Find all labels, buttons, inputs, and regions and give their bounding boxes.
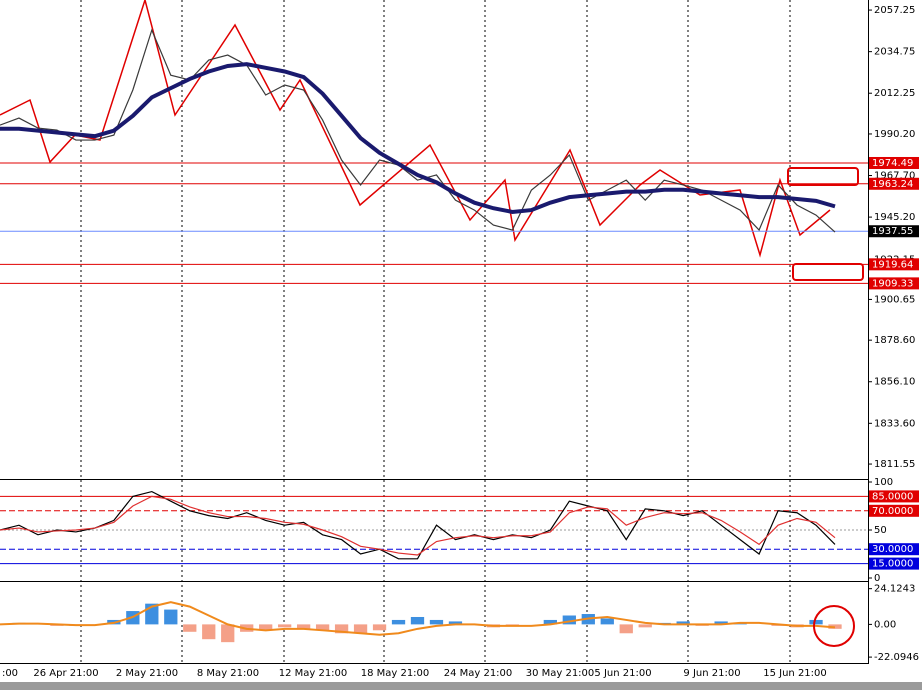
time-label: 18 May 21:00 — [361, 668, 430, 679]
histogram-bar — [619, 624, 633, 634]
time-grid — [80, 0, 791, 663]
histogram-bar — [429, 619, 444, 625]
y-tick-label: 0 — [874, 573, 880, 584]
histogram-bar — [183, 624, 197, 632]
y-tick-label: 2034.75 — [874, 47, 915, 58]
y-tick-label: 1990.20 — [874, 129, 915, 140]
y-tick-label: 24.1243 — [874, 584, 915, 595]
y-tick-label: 1878.60 — [874, 335, 915, 346]
time-label: 15 Jun 21:00 — [763, 668, 827, 679]
histogram-bar — [410, 616, 425, 625]
y-tick-label: 1856.10 — [874, 377, 915, 388]
level-label: 70.0000 — [872, 506, 913, 517]
highlight-circle — [813, 605, 855, 647]
histogram-bar — [638, 624, 652, 628]
histogram-bar — [315, 624, 330, 631]
histogram-bar — [353, 624, 368, 634]
histogram-bar — [334, 624, 349, 634]
status-strip — [0, 682, 922, 690]
histogram-bar — [259, 624, 273, 631]
series-line — [0, 495, 836, 556]
level-label: 1919.64 — [872, 259, 913, 270]
histogram-bar — [714, 621, 728, 625]
histogram-bar — [164, 609, 178, 625]
level-label: 15.0000 — [872, 559, 913, 570]
series-line — [0, 490, 836, 560]
level-label: 1909.33 — [872, 278, 913, 289]
signal-line — [0, 601, 836, 636]
highlight-box — [792, 263, 864, 281]
y-tick-label: 1900.65 — [874, 294, 915, 305]
time-label: 24 May 21:00 — [444, 668, 513, 679]
histogram-bar — [543, 619, 557, 625]
time-label: :00 — [2, 668, 18, 679]
histogram-bar — [809, 619, 823, 625]
histogram-bar — [391, 619, 406, 625]
time-label: 26 Apr 21:00 — [33, 668, 98, 679]
highlight-box — [787, 167, 859, 186]
series-line — [0, 28, 836, 233]
level-label-bg — [869, 277, 919, 290]
level-label-bg — [869, 543, 919, 556]
y-tick-label: 2012.25 — [874, 88, 915, 99]
time-axis: :00 26 Apr 21:00 2 May 21:00 8 May 21:00 12 … — [2, 668, 827, 679]
y-tick-label: 2057.25 — [874, 5, 915, 16]
histogram-bar — [448, 621, 463, 625]
price-panel: 2057.25 2034.75 2012.25 1990.20 1967.70 1945.… — [0, 5, 919, 470]
macd-panel: 24.1243 0.00 -22.0946 — [0, 584, 919, 663]
histogram-bar — [372, 624, 387, 631]
level-label: 85.0000 — [872, 491, 913, 502]
y-tick-label: 1945.20 — [874, 212, 915, 223]
level-label-bg — [869, 156, 919, 169]
y-tick-label: -22.0946 — [874, 652, 919, 663]
y-tick-label: 0.00 — [874, 619, 896, 630]
histogram-bar — [202, 624, 216, 640]
histogram-bar — [278, 624, 292, 628]
y-tick-label: 1811.55 — [874, 459, 915, 470]
time-label: 8 May 21:00 — [197, 668, 259, 679]
level-label: 1937.55 — [872, 226, 913, 237]
level-label-bg — [869, 504, 919, 517]
time-label: 12 May 21:00 — [279, 668, 348, 679]
level-label-bg — [869, 557, 919, 570]
y-tick-label: 1833.60 — [874, 418, 915, 429]
histogram-bar — [562, 615, 576, 625]
frames — [0, 0, 869, 664]
time-label: 2 May 21:00 — [116, 668, 178, 679]
zigzag — [0, 0, 831, 258]
y-tick-label: 50 — [874, 525, 887, 536]
histogram-bar — [600, 618, 614, 625]
histogram-bar — [676, 621, 690, 625]
level-label-bg — [869, 490, 919, 503]
histogram-bar — [296, 624, 311, 629]
time-label: 30 May 21:00 — [526, 668, 595, 679]
time-label: 5 Jun 21:00 — [594, 668, 651, 679]
y-tick-label: 1967.70 — [874, 171, 915, 182]
histogram-bar — [221, 624, 235, 643]
level-label: 1974.49 — [872, 158, 913, 169]
level-label-bg — [869, 177, 919, 190]
series-line — [0, 62, 836, 214]
level-label-bg — [869, 258, 919, 271]
level-label: 1963.24 — [872, 179, 913, 190]
level-label-bg — [869, 225, 919, 238]
stochastic-panel: 100 50 0 85.0000 70.0000 30.0000 15.0000 — [0, 477, 919, 584]
y-tick-label: 100 — [874, 477, 893, 488]
level-label: 30.0000 — [872, 544, 913, 555]
time-label: 9 Jun 21:00 — [683, 668, 740, 679]
